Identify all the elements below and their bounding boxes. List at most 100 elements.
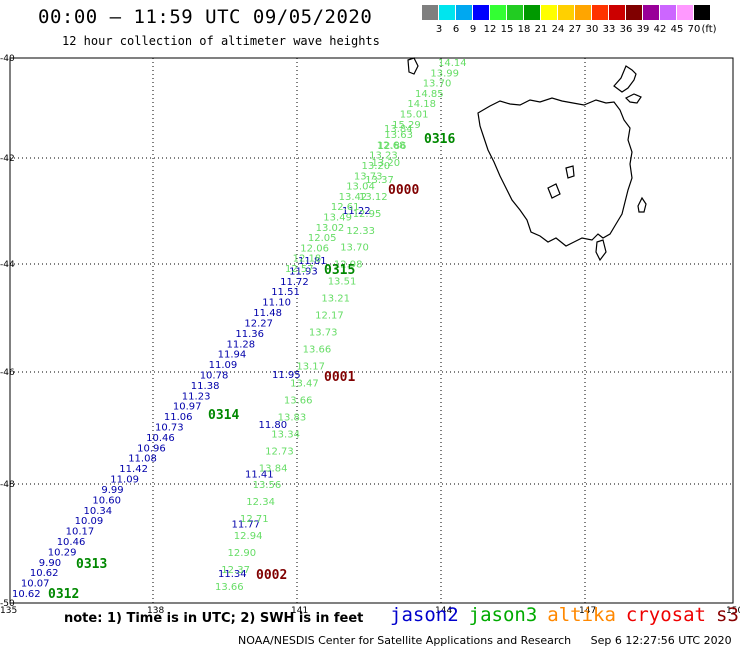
jason3-value: 13.02: [316, 223, 345, 234]
jason3-value: 12.18: [293, 254, 322, 265]
jason3-value: 13.70: [340, 243, 369, 254]
jason2-value: 11.38: [191, 381, 220, 392]
lat-tick-label: -50: [0, 599, 15, 609]
scale-swatch: [660, 5, 676, 20]
jason2-value: 11.41: [245, 470, 274, 481]
lat-tick-label: -42: [0, 154, 15, 164]
scale-tick-label: 30: [585, 24, 599, 35]
pass-label: 0314: [208, 408, 239, 423]
lon-tick-label: 144: [435, 606, 452, 616]
bruny-island: [595, 239, 607, 262]
scale-tick-label: 45: [670, 24, 684, 35]
scale-swatch: [677, 5, 693, 20]
jason2-value: 11.93: [289, 266, 318, 277]
jason2-value: 11.06: [164, 412, 193, 423]
flinders-island: [613, 65, 637, 93]
jason2-value: 10.73: [155, 423, 184, 434]
jason3-value: 12.06: [300, 243, 329, 254]
lon-tick-label: 135: [0, 606, 17, 616]
jason3-value: 13.66: [215, 582, 244, 593]
legend-altika: altika: [547, 604, 616, 626]
jason2-value: 10.60: [92, 495, 121, 506]
scale-unit-label: (ft): [701, 24, 717, 35]
jason3-value: 13.23: [369, 151, 398, 162]
maria-island: [637, 196, 647, 213]
jason3-value: 12.71: [240, 514, 269, 525]
jason2-value: 11.08: [128, 454, 157, 465]
lon-tick-label: 147: [579, 606, 596, 616]
note-text: note: 1) Time is in UTC; 2) SWH is in fe…: [64, 611, 364, 626]
footer: NOAA/NESDIS Center for Satellite Applica…: [238, 634, 740, 647]
jason3-value: 13.20: [362, 161, 391, 172]
jason2-value: 11.48: [253, 308, 282, 319]
page-subtitle: 12 hour collection of altimeter wave hei…: [62, 34, 380, 48]
scale-tick-label: 36: [619, 24, 633, 35]
lat-tick-label: -46: [0, 368, 15, 378]
legend-s3a: s3a: [716, 604, 740, 626]
jason2-value: 9.90: [39, 558, 61, 569]
scale-swatch: [439, 5, 455, 20]
jason3-value: 12.34: [246, 497, 275, 508]
jason3-value: 12.68: [377, 140, 406, 151]
pass-label: 0000: [388, 183, 419, 198]
pass-label: 0316: [424, 132, 455, 147]
jason2-value: 11.28: [227, 339, 256, 350]
jason2-value: 10.07: [21, 579, 50, 590]
jason3-value: 12.17: [315, 311, 344, 322]
footer-timestamp: Sep 6 12:27:56 UTC 2020: [590, 634, 732, 647]
pass-label: 0312: [48, 587, 79, 602]
scale-swatch: [694, 5, 710, 20]
jason3-value: 13.99: [430, 68, 459, 79]
scale-swatch: [524, 5, 540, 20]
jason2-value: 11.10: [262, 298, 291, 309]
axis-tick-labels: 135 138 141 144 147 150 -40 -42 -44 -46 -48 -50: [0, 54, 740, 616]
jason2-value: 10.17: [66, 527, 95, 538]
scale-swatch: [541, 5, 557, 20]
jason3-value: 13.47: [290, 378, 319, 389]
jason2-value: 10.46: [146, 433, 175, 444]
jason3-value: 14.85: [415, 89, 444, 100]
jason3-value: 13.49: [323, 213, 352, 224]
jason3-value: 12.57: [285, 264, 314, 275]
scale-tick-label: 3: [435, 24, 443, 35]
scale-tick-label: 9: [469, 24, 477, 35]
jason2-value: 10.97: [173, 402, 202, 413]
jason2-value: 11.09: [110, 475, 139, 486]
jason2-value: 11.95: [272, 370, 301, 381]
jason2-value: 11.34: [218, 569, 247, 580]
jason3-value: 13.56: [253, 480, 282, 491]
scale-tick-label: 27: [568, 24, 582, 35]
jason2-value: 10.34: [84, 506, 113, 517]
scale-swatch: [626, 5, 642, 20]
scale-swatch: [456, 5, 472, 20]
jason3-value: 13.70: [423, 79, 452, 90]
legend-jason3: jason3: [468, 604, 538, 626]
scale-swatch: [609, 5, 625, 20]
jason3-value: 12.73: [265, 446, 294, 457]
jason2-value: 10.46: [57, 537, 86, 548]
pass-label: 0001: [324, 370, 355, 385]
scale-swatch: [507, 5, 523, 20]
scale-tick-label: 70: [687, 24, 701, 35]
jason2-value: 11.36: [235, 329, 264, 340]
jason2-value: 9.99: [101, 485, 123, 496]
jason3-value: 12.94: [234, 531, 263, 542]
legend-cryosat: cryosat: [625, 604, 706, 626]
jason3-value: 13.66: [303, 345, 332, 356]
scale-swatch: [490, 5, 506, 20]
lat-tick-label: -48: [0, 480, 15, 490]
jason3-value: 13.17: [296, 362, 325, 373]
jason3-value: 13.20: [372, 158, 401, 169]
scale-tick-label: 21: [534, 24, 548, 35]
jason3-value: 13.84: [384, 124, 413, 135]
scale-tick-label: 24: [551, 24, 565, 35]
scale-tick-label: 42: [653, 24, 667, 35]
jason3-value: 13.73: [309, 328, 338, 339]
jason3-value: 13.83: [278, 412, 307, 423]
lat-tick-label: -40: [0, 54, 15, 64]
jason3-value: 12.86: [378, 141, 407, 152]
jason3-value: 12.98: [334, 260, 363, 271]
scale-tick-label: 39: [636, 24, 650, 35]
jason3-value: 12.33: [346, 226, 375, 237]
